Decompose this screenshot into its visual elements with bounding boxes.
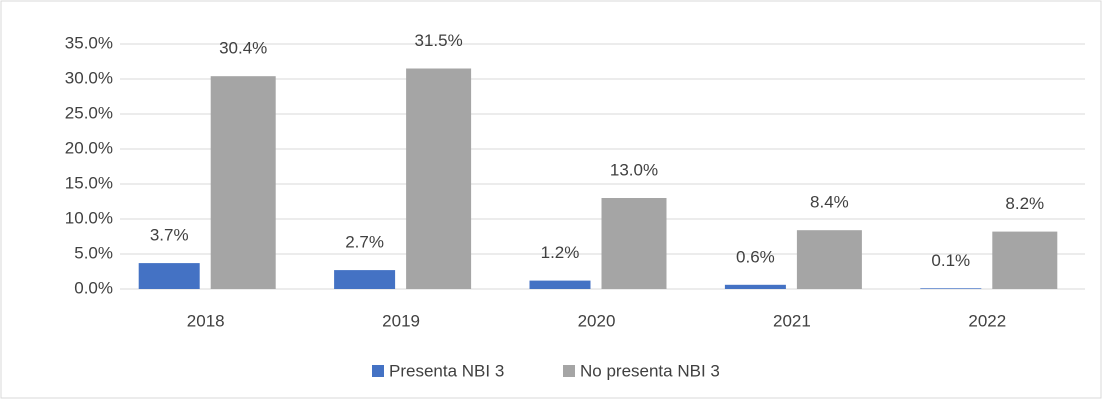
bar [406,68,472,289]
bar [334,270,396,289]
legend-swatch [372,365,384,377]
y-tick-label: 30.0% [65,68,113,87]
y-tick-label: 35.0% [65,33,113,52]
value-label: 30.4% [219,39,267,58]
x-tick-label: 2020 [578,311,616,330]
x-tick-label: 2022 [968,311,1006,330]
bar [529,280,591,289]
value-label: 0.6% [736,247,775,266]
x-tick-label: 2018 [187,311,225,330]
value-label: 31.5% [414,31,462,50]
value-label: 1.2% [541,243,580,262]
y-tick-label: 20.0% [65,138,113,157]
legend-label: No presenta NBI 3 [580,361,720,380]
y-tick-label: 0.0% [74,278,113,297]
value-label: 0.1% [931,251,970,270]
bar [724,284,786,289]
bar [796,230,862,289]
bar [920,288,982,289]
y-tick-label: 25.0% [65,103,113,122]
y-tick-label: 5.0% [74,243,113,262]
legend-swatch [563,365,575,377]
value-label: 8.2% [1005,194,1044,213]
value-label: 2.7% [345,233,384,252]
value-label: 8.4% [810,193,849,212]
value-label: 3.7% [150,226,189,245]
bar [992,231,1058,289]
bar [210,76,276,289]
y-tick-label: 10.0% [65,208,113,227]
y-tick-label: 15.0% [65,173,113,192]
x-tick-label: 2019 [382,311,420,330]
x-tick-label: 2021 [773,311,811,330]
legend-label: Presenta NBI 3 [389,361,504,380]
bar [138,263,200,289]
bar [601,198,667,289]
value-label: 13.0% [610,160,658,179]
